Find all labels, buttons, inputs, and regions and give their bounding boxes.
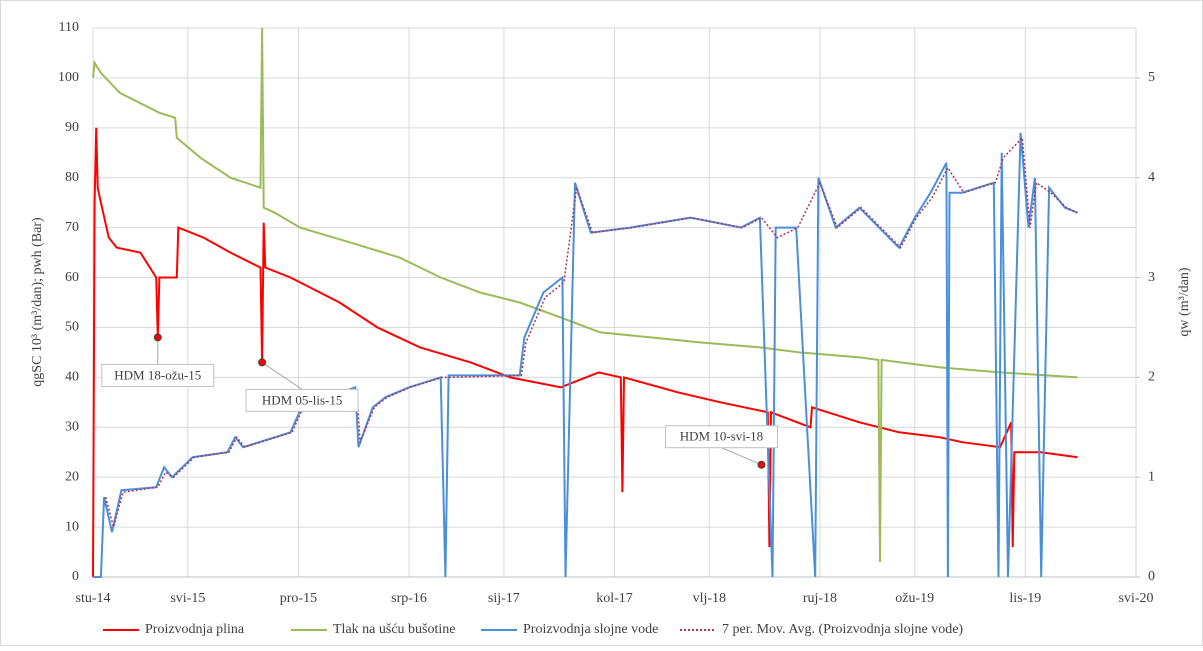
y-tick-label: 90 (65, 120, 79, 135)
y-tick-label: 80 (65, 170, 79, 185)
y-tick-label: 60 (65, 270, 79, 285)
annotation-point (153, 333, 162, 342)
y-tick-label: 0 (72, 569, 79, 584)
series-line (92, 27, 1078, 563)
x-tick-label: svi-20 (1119, 591, 1154, 606)
y2-tick-label: 3 (1148, 270, 1155, 285)
annotation-leader (721, 447, 762, 466)
annotation-leader (261, 361, 303, 390)
y2-axis-label: qw (m³/dan) (1177, 267, 1192, 336)
y-tick-label: 20 (65, 469, 79, 484)
series-line (92, 127, 1078, 578)
legend-label: 7 per. Mov. Avg. (Proizvodnja slojne vod… (722, 622, 963, 637)
y2-tick-label: 4 (1148, 170, 1155, 185)
y-tick-label: 100 (58, 70, 79, 85)
y-tick-label: 70 (65, 220, 79, 235)
y-axis-label: qgSC 10³ (m³/dan); pwh (Bar) (30, 217, 45, 387)
y-tick-label: 50 (65, 320, 79, 335)
x-tick-label: svi-15 (170, 591, 205, 606)
x-tick-label: sij-17 (488, 591, 520, 606)
annotation-point (757, 460, 766, 469)
y-tick-label: 10 (65, 519, 79, 534)
annotation-box (101, 363, 215, 387)
x-tick-label: srp-16 (391, 591, 427, 606)
y2-tick-label: 2 (1148, 370, 1155, 385)
x-tick-label: vlj-18 (693, 591, 726, 606)
legend-label: Tlak na ušću bušotine (333, 622, 455, 637)
annotation-text: HDM 05-lis-15 (262, 392, 343, 407)
legend-label: Proizvodnja plina (145, 622, 245, 637)
legend-label: Proizvodnja slojne vode (523, 622, 658, 637)
x-tick-label: kol-17 (596, 591, 633, 606)
annotation-text: HDM 18-ožu-15 (114, 367, 201, 382)
x-tick-label: stu-14 (76, 591, 111, 606)
y2-tick-label: 5 (1148, 70, 1155, 85)
annotation-box (664, 425, 778, 449)
x-tick-label: pro-15 (280, 591, 317, 606)
y-tick-label: 30 (65, 419, 79, 434)
y2-tick-label: 1 (1148, 469, 1155, 484)
x-tick-label: lis-19 (1009, 591, 1041, 606)
x-tick-label: ožu-19 (895, 591, 934, 606)
annotation-point (258, 358, 267, 367)
x-tick-label: ruj-18 (803, 591, 837, 606)
annotation-box (245, 388, 359, 412)
annotation-text: HDM 10-svi-18 (680, 429, 763, 444)
y-tick-label: 40 (65, 370, 79, 385)
y-tick-label: 110 (59, 20, 79, 35)
y2-tick-label: 0 (1148, 569, 1155, 584)
